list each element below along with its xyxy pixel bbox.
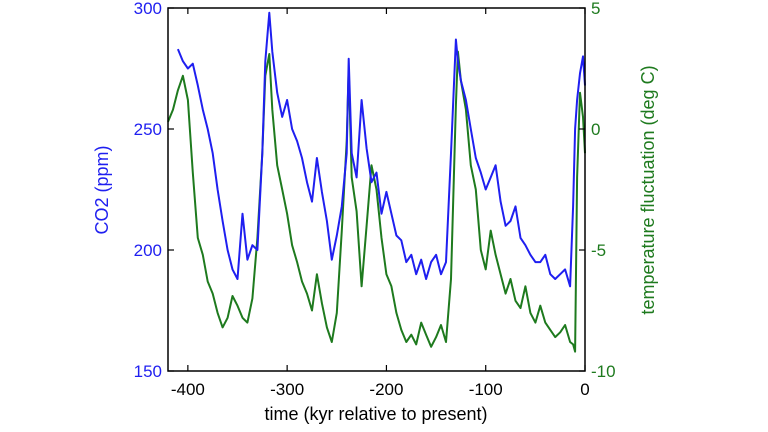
y-left-tick-label: 250 [134,120,162,139]
y-left-tick-label: 300 [134,0,162,18]
x-tick-label: -300 [270,380,304,399]
y-right-tick-label: -10 [591,362,616,381]
y-right-tick-label: 5 [591,0,600,18]
x-tick-label: 0 [580,380,589,399]
x-axis-label: time (kyr relative to present) [264,404,487,424]
x-tick-label: -400 [171,380,205,399]
plot-frame [167,7,586,372]
co2-series-line [176,11,586,288]
temperature-series-line [167,50,586,353]
y-right-tick-label: -5 [591,241,606,260]
y-left-tick-label: 150 [134,362,162,381]
x-tick-label: -100 [469,380,503,399]
y-right-tick-label: 0 [591,120,600,139]
ticks-layer: -400 -300 -200 -100 0 150 200 250 300 -10 -5 0 5 [134,0,616,399]
y-axis-label-co2: CO2 (ppm) [92,145,112,234]
x-tick-label: -200 [369,380,403,399]
y-left-tick-label: 200 [134,241,162,260]
series-layer [167,11,586,353]
y-axis-label-temperature: temperature fluctuation (deg C) [638,65,658,314]
